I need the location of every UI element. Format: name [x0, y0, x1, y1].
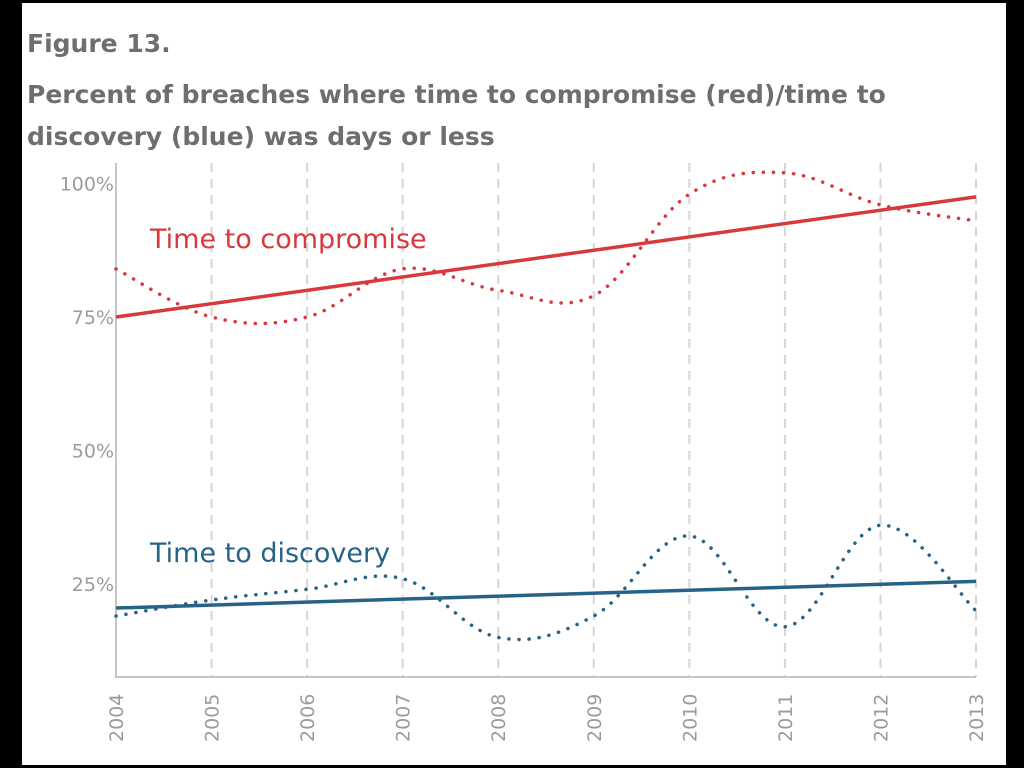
y-tick-label: 25%	[72, 574, 114, 596]
chart-title: Percent of breaches where time to compro…	[27, 80, 886, 151]
x-tick-label: 2006	[297, 694, 319, 742]
series-labels: Time to compromise Time to discovery	[149, 224, 427, 569]
series-lines	[114, 170, 978, 642]
x-tick-labels: 2004 2005 2006 2007 2008 2009 2010 2011 2012 2013	[106, 694, 988, 742]
discovery-series-label: Time to discovery	[149, 538, 390, 569]
x-tick-label: 2011	[775, 694, 797, 742]
compromise-trend-line	[115, 195, 977, 319]
x-tick-label: 2010	[679, 694, 701, 742]
compromise-dotted-line	[114, 170, 978, 326]
y-tick-label: 75%	[72, 307, 114, 329]
figure-label: Figure 13.	[27, 29, 171, 58]
y-tick-label: 50%	[72, 441, 114, 463]
figure-panel	[22, 3, 1006, 765]
compromise-series-label: Time to compromise	[149, 224, 427, 255]
discovery-dotted-line	[114, 523, 978, 642]
x-tick-label: 2007	[393, 694, 415, 742]
axes	[115, 163, 976, 678]
x-tick-label: 2004	[106, 694, 128, 742]
x-tick-label: 2008	[488, 694, 510, 742]
y-tick-label: 100%	[60, 174, 114, 196]
x-tick-label: 2005	[202, 694, 224, 742]
x-tick-label: 2012	[870, 694, 892, 742]
y-tick-labels: 25% 50% 75% 100%	[60, 174, 114, 597]
x-tick-label: 2009	[584, 694, 606, 742]
x-tick-label: 2013	[966, 694, 988, 742]
discovery-trend-line	[115, 579, 977, 610]
